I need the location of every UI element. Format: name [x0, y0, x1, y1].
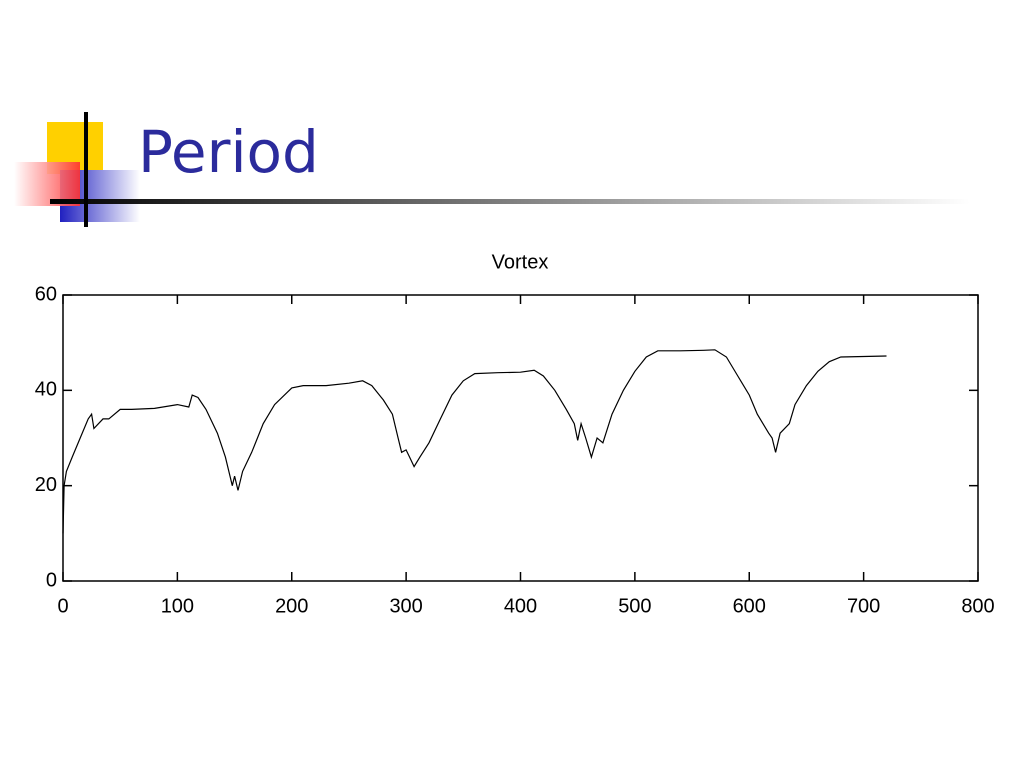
title-underline	[50, 199, 970, 204]
y-tick-label: 40	[35, 379, 57, 401]
red-square	[14, 162, 80, 206]
x-tick-label: 700	[847, 595, 880, 617]
vertical-bar	[84, 112, 88, 227]
x-tick-label: 200	[275, 595, 308, 617]
x-tick-label: 500	[618, 595, 651, 617]
x-tick-label: 0	[57, 595, 68, 617]
x-tick-label: 300	[389, 595, 422, 617]
y-tick-label: 60	[35, 283, 57, 305]
x-tick-label: 100	[161, 595, 194, 617]
plot-frame	[62, 294, 979, 582]
x-tick-label: 400	[504, 595, 537, 617]
y-tick-label: 0	[46, 569, 57, 591]
chart-title: Vortex	[492, 251, 549, 273]
data-line	[62, 349, 887, 534]
x-tick-label: 600	[733, 595, 766, 617]
y-tick-label: 20	[35, 474, 57, 496]
x-tick-label: 800	[961, 595, 994, 617]
slide-title: Period	[138, 118, 319, 186]
title-decoration	[14, 112, 970, 227]
